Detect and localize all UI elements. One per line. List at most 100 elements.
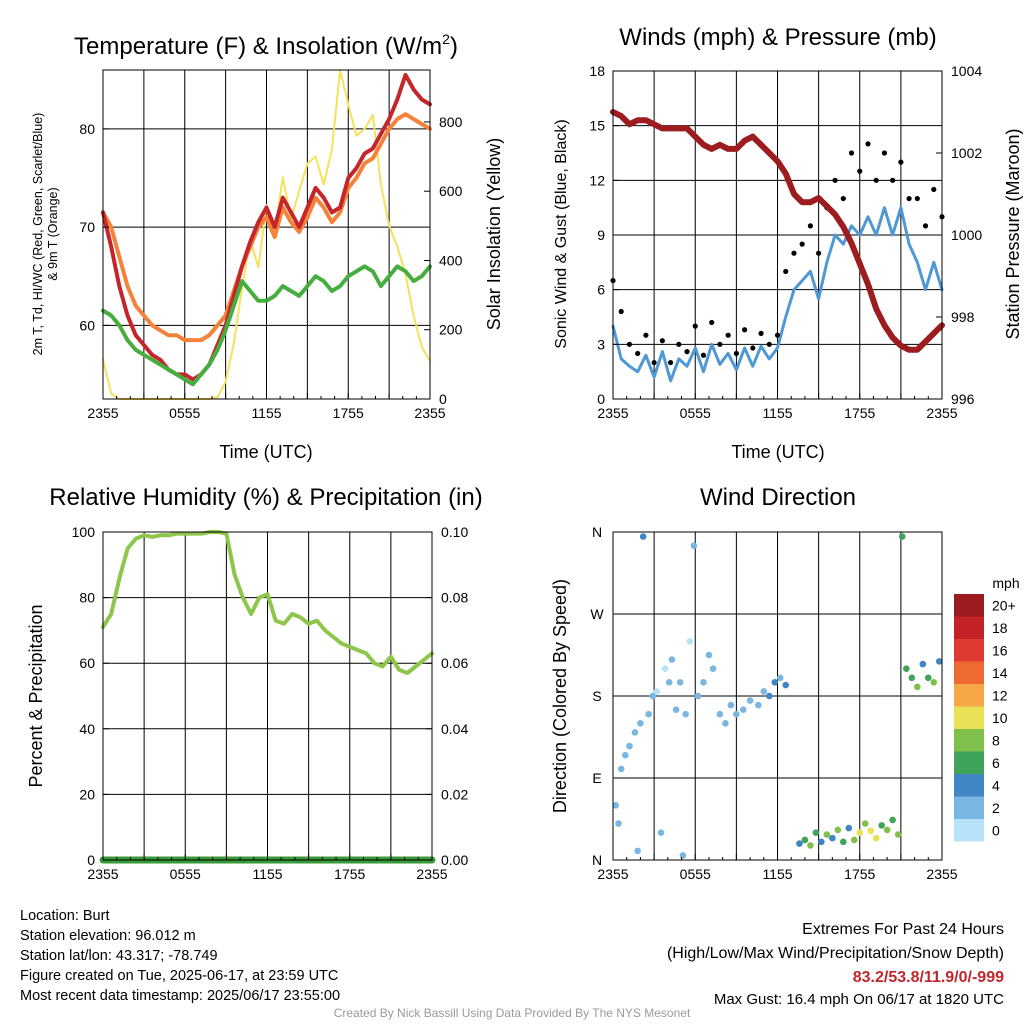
y-tick-label: 0 <box>87 852 95 868</box>
x-tick-label: 2355 <box>926 405 957 421</box>
y2-tick-label: 0.06 <box>441 655 468 671</box>
y-tick-label: E <box>592 770 601 786</box>
direction-point <box>622 751 629 759</box>
y-tick-label: W <box>590 606 604 622</box>
colorbar-swatch <box>954 684 984 707</box>
x-tick-label: 1755 <box>844 866 875 882</box>
gust-point <box>700 352 707 358</box>
x-tick-label: 1155 <box>762 866 792 882</box>
direction-point <box>818 838 825 846</box>
series-sonic-wind <box>611 206 944 383</box>
y2-tick-label: 400 <box>439 252 463 268</box>
colorbar-swatch <box>954 706 984 729</box>
x-tick-label: 1155 <box>251 405 281 421</box>
direction-point <box>612 802 620 809</box>
colorbar-title: mph <box>992 575 1019 591</box>
direction-point <box>919 660 927 668</box>
direction-point <box>935 658 943 665</box>
colorbar-label: 12 <box>992 687 1008 703</box>
station-elevation: Station elevation: 96.012 m <box>20 928 196 944</box>
extremes-subheading: (High/Low/Max Wind/Precipitation/Snow De… <box>666 945 1004 962</box>
direction-point <box>829 834 836 842</box>
direction-point <box>645 710 652 718</box>
gust-point <box>791 250 797 256</box>
y2-tick-label: 0.00 <box>441 852 468 868</box>
gust-point <box>667 359 674 366</box>
colorbar-swatch <box>954 639 984 662</box>
dir-grid <box>613 532 942 860</box>
direction-point <box>823 831 831 838</box>
colorbar-swatch <box>954 729 984 752</box>
gust-point <box>816 250 822 256</box>
gust-point <box>684 349 690 355</box>
y-tick-label: 9 <box>597 227 605 243</box>
gust-point <box>725 332 731 338</box>
direction-point <box>733 710 740 718</box>
temp-ylabel-right: Solar Insolation (Yellow) <box>484 138 504 330</box>
temp-xlabel: Time (UTC) <box>219 442 312 462</box>
gust-point <box>635 350 641 357</box>
y2-tick-label: 1004 <box>951 63 982 79</box>
series-relative-humidity <box>101 530 434 675</box>
dir-ylabel-left: Direction (Colored By Speed) <box>550 579 570 813</box>
y-tick-label: 15 <box>589 118 605 134</box>
y-tick-label: 70 <box>79 219 95 235</box>
direction-point <box>845 824 853 832</box>
rh-panel: Relative Humidity (%) & Precipitation (i… <box>26 484 483 882</box>
colorbar-swatch <box>954 616 984 639</box>
colorbar-swatch <box>954 751 984 774</box>
colorbar-swatch <box>954 819 984 842</box>
y-tick-label: 40 <box>79 721 95 737</box>
colorbar-swatch <box>954 594 984 617</box>
station-location: Location: Burt <box>20 908 110 924</box>
gust-point <box>848 150 855 156</box>
gust-point <box>890 177 896 183</box>
gust-point <box>922 223 929 229</box>
y2-tick-label: 996 <box>951 391 975 407</box>
direction-point <box>637 720 644 727</box>
x-tick-label: 0555 <box>680 866 711 882</box>
extremes-values: 83.2/53.8/11.9/0/-999 <box>852 969 1004 986</box>
y2-tick-label: 800 <box>439 114 463 130</box>
gust-point <box>626 341 633 347</box>
x-tick-label: 2355 <box>87 405 118 421</box>
y-tick-label: 60 <box>79 317 95 333</box>
direction-point <box>856 829 864 836</box>
direction-point <box>878 822 885 829</box>
station-latlon: Station lat/lon: 43.317; -78.749 <box>20 948 218 964</box>
gust-point <box>898 159 904 165</box>
y-tick-label: N <box>592 524 602 540</box>
direction-point <box>898 533 906 540</box>
direction-point <box>679 852 687 859</box>
gust-point <box>733 350 739 357</box>
x-tick-label: 0555 <box>680 405 711 421</box>
direction-point <box>705 651 713 659</box>
direction-point <box>639 533 647 540</box>
direction-point <box>657 829 665 836</box>
colorbar-swatch <box>954 661 984 684</box>
dir-title: Wind Direction <box>700 484 856 511</box>
direction-point <box>631 729 639 736</box>
wind-xlabel: Time (UTC) <box>731 442 824 462</box>
gust-point <box>807 223 814 229</box>
direction-point <box>661 665 669 672</box>
colorbar-label: 16 <box>992 642 1008 658</box>
colorbar-label: 18 <box>992 620 1008 636</box>
rh-title: Relative Humidity (%) & Precipitation (i… <box>49 484 482 511</box>
wind-ticks: 2355 0555 1155 1755 235503691215189969981000… <box>589 63 982 421</box>
y2-tick-label: 0.10 <box>441 524 468 540</box>
gust-point <box>676 341 682 347</box>
direction-point <box>746 697 754 704</box>
gust-point <box>758 330 764 336</box>
x-tick-label: 1155 <box>252 866 282 882</box>
x-tick-label: 2355 <box>416 866 447 882</box>
gust-point <box>750 345 756 351</box>
direction-point <box>668 656 676 663</box>
series-station-pressure <box>610 109 945 353</box>
rh-ticks: 2355 0555 1155 1755 23550204060801000.000.02… <box>72 524 469 882</box>
y-tick-label: 80 <box>79 121 95 137</box>
direction-point <box>872 834 880 842</box>
gust-point <box>906 195 912 202</box>
y2-tick-label: 0.02 <box>441 786 468 802</box>
